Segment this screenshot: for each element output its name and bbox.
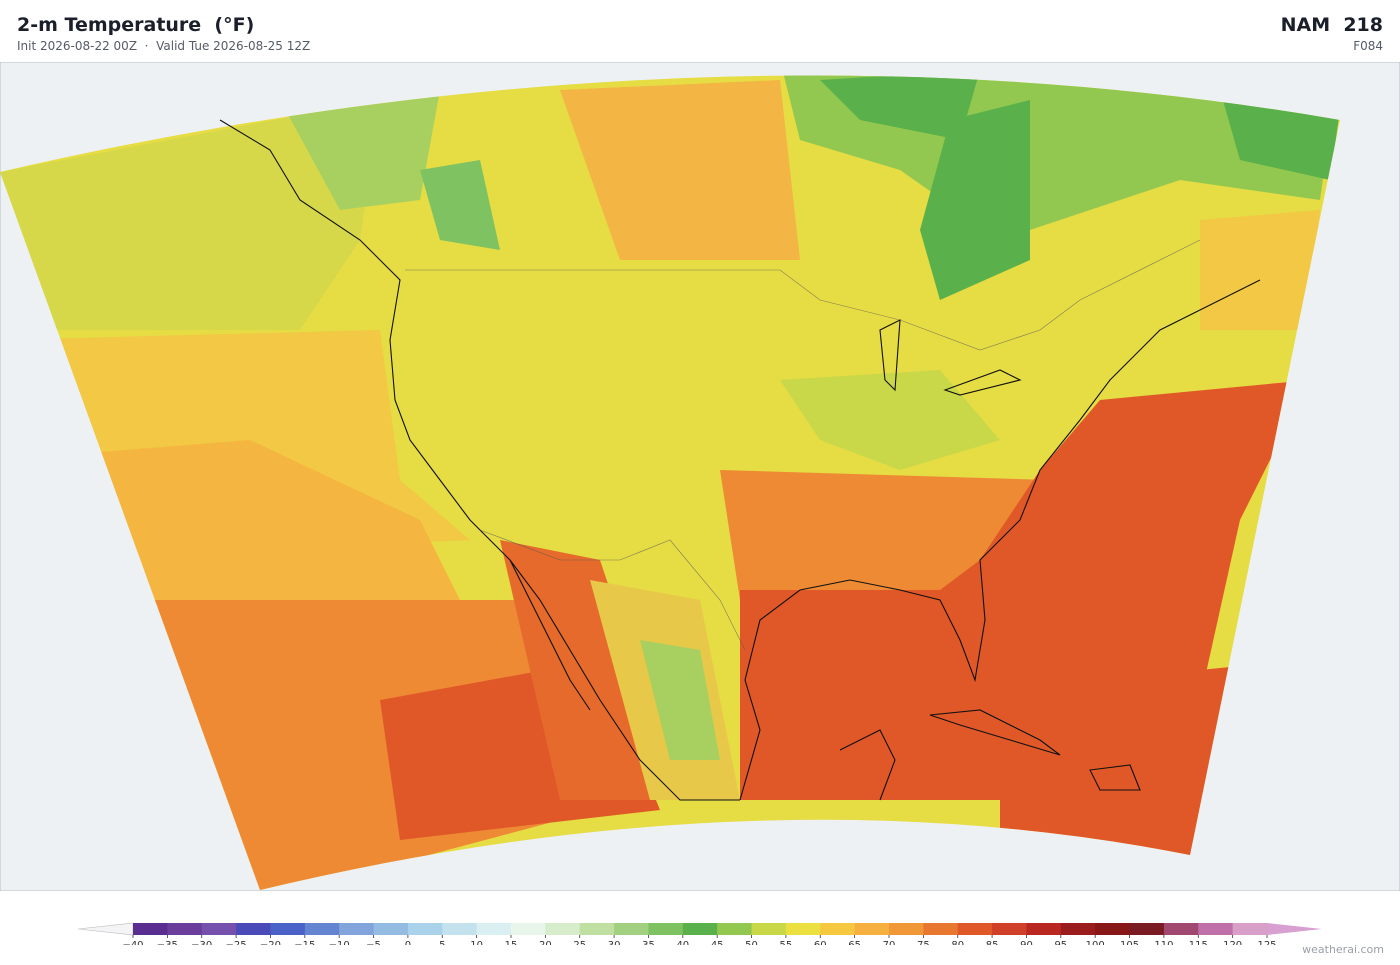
- colorbar-segment: [339, 923, 375, 935]
- tick-label: 115: [1189, 940, 1208, 945]
- tick-label: −10: [329, 940, 350, 945]
- tick-label: 30: [608, 940, 621, 945]
- tick-label: −15: [294, 940, 315, 945]
- tick-label: 75: [917, 940, 930, 945]
- colorbar-segment: [854, 923, 890, 935]
- tick-label: 5: [439, 940, 445, 945]
- colorbar: −40 −35 −30 −25 −20 −15 −10 −5 0 5 10 15 20 25 30 35 40 4…: [77, 922, 1322, 945]
- tick-label: −40: [122, 940, 143, 945]
- colorbar-segment: [579, 923, 615, 935]
- borders: [405, 239, 1201, 651]
- tick-label: 120: [1223, 940, 1242, 945]
- colorbar-segment: [236, 923, 271, 935]
- colorbar-segment: [717, 923, 753, 935]
- colorbar-segment: [133, 923, 168, 935]
- colorbar-segment: [1060, 923, 1096, 935]
- subtitle: Init 2026-08-22 00Z · Valid Tue 2026-08-…: [17, 39, 311, 53]
- tick-label: 25: [573, 940, 586, 945]
- colorbar-segment: [648, 923, 684, 935]
- colorbar-segment: [1198, 923, 1234, 935]
- colorbar-over: [1267, 923, 1322, 935]
- tick-label: 125: [1257, 940, 1276, 945]
- tick-label: 85: [986, 940, 999, 945]
- colorbar-segment: [957, 923, 993, 935]
- colorbar-segment: [270, 923, 306, 935]
- colorbar-segment: [373, 923, 409, 935]
- tick-label: 55: [780, 940, 793, 945]
- colorbar-segment: [1129, 923, 1165, 935]
- tick-label: 110: [1154, 940, 1173, 945]
- tick-label: 90: [1020, 940, 1033, 945]
- colorbar-segment: [476, 923, 512, 935]
- model-name: NAM 218: [1280, 14, 1383, 36]
- tick-label: −20: [260, 940, 281, 945]
- tick-label: −35: [157, 940, 178, 945]
- colorbar-segment: [167, 923, 203, 935]
- forecast-hour: F084: [1353, 39, 1383, 53]
- tick-label: 35: [642, 940, 655, 945]
- tick-label: 50: [745, 940, 758, 945]
- tick-label: 100: [1086, 940, 1105, 945]
- tick-label: 40: [676, 940, 689, 945]
- map: [0, 62, 1400, 891]
- colorbar-under: [77, 922, 134, 936]
- colorbar-segment: [751, 923, 787, 935]
- colorbar-segment: [889, 923, 924, 935]
- tick-label: 105: [1120, 940, 1139, 945]
- temperature-field: [0, 75, 1340, 890]
- title: 2-m Temperature (°F): [17, 14, 255, 36]
- colorbar-segment: [992, 923, 1027, 935]
- tick-label: 20: [539, 940, 552, 945]
- coastlines: [219, 119, 1261, 801]
- tick-label: −5: [366, 940, 381, 945]
- tick-label: 15: [505, 940, 518, 945]
- tick-label: 10: [470, 940, 483, 945]
- credit: weatherai.com: [1302, 943, 1384, 956]
- colorbar-segment: [304, 923, 340, 935]
- tick-label: 70: [883, 940, 896, 945]
- colorbar-segment: [1232, 923, 1268, 935]
- tick-label: 60: [814, 940, 827, 945]
- colorbar-segment: [1163, 923, 1199, 935]
- colorbar-segment: [785, 923, 821, 935]
- colorbar-segment: [407, 923, 443, 935]
- tick-label: 65: [848, 940, 861, 945]
- tick-label: 45: [711, 940, 724, 945]
- colorbar-segment: [511, 923, 546, 935]
- colorbar-segment: [614, 923, 649, 935]
- tick-label: −25: [226, 940, 247, 945]
- colorbar-segment: [1026, 923, 1062, 935]
- colorbar-segment: [1095, 923, 1131, 935]
- tick-label: 80: [951, 940, 964, 945]
- colorbar-segment: [682, 923, 718, 935]
- colorbar-segment: [923, 923, 959, 935]
- tick-label: 0: [405, 940, 411, 945]
- colorbar-segment: [201, 923, 237, 935]
- colorbar-segment: [442, 923, 478, 935]
- colorbar-segment: [545, 923, 581, 935]
- colorbar-segment: [820, 923, 856, 935]
- tick-label: −30: [191, 940, 212, 945]
- tick-label: 95: [1054, 940, 1067, 945]
